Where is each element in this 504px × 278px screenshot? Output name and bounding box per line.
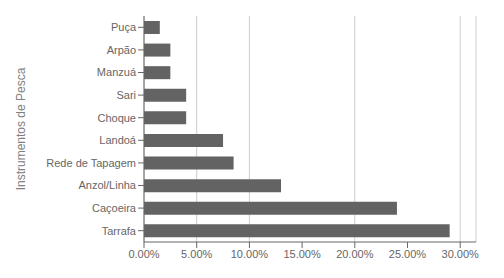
svg-text:Instrumentos de Pesca: Instrumentos de Pesca [14, 67, 28, 190]
svg-text:Manzuá: Manzuá [97, 66, 137, 78]
svg-text:15.00%: 15.00% [283, 248, 321, 260]
svg-text:5.00%: 5.00% [181, 248, 212, 260]
svg-text:Sari: Sari [116, 89, 136, 101]
svg-text:Arpão: Arpão [107, 44, 136, 56]
svg-text:Tarrafa: Tarrafa [102, 225, 137, 237]
svg-text:30.00%: 30.00% [442, 248, 480, 260]
svg-text:0.00%: 0.00% [128, 248, 159, 260]
svg-text:Anzol/Linha: Anzol/Linha [79, 179, 137, 191]
svg-text:Puça: Puça [111, 21, 137, 33]
svg-text:20.00%: 20.00% [336, 248, 374, 260]
svg-text:Landoá: Landoá [99, 134, 137, 146]
svg-text:10.00%: 10.00% [231, 248, 269, 260]
svg-text:Rede de Tapagem: Rede de Tapagem [46, 157, 136, 169]
svg-text:Caçoeira: Caçoeira [92, 202, 137, 214]
svg-text:25.00%: 25.00% [389, 248, 427, 260]
svg-text:Choque: Choque [97, 112, 136, 124]
